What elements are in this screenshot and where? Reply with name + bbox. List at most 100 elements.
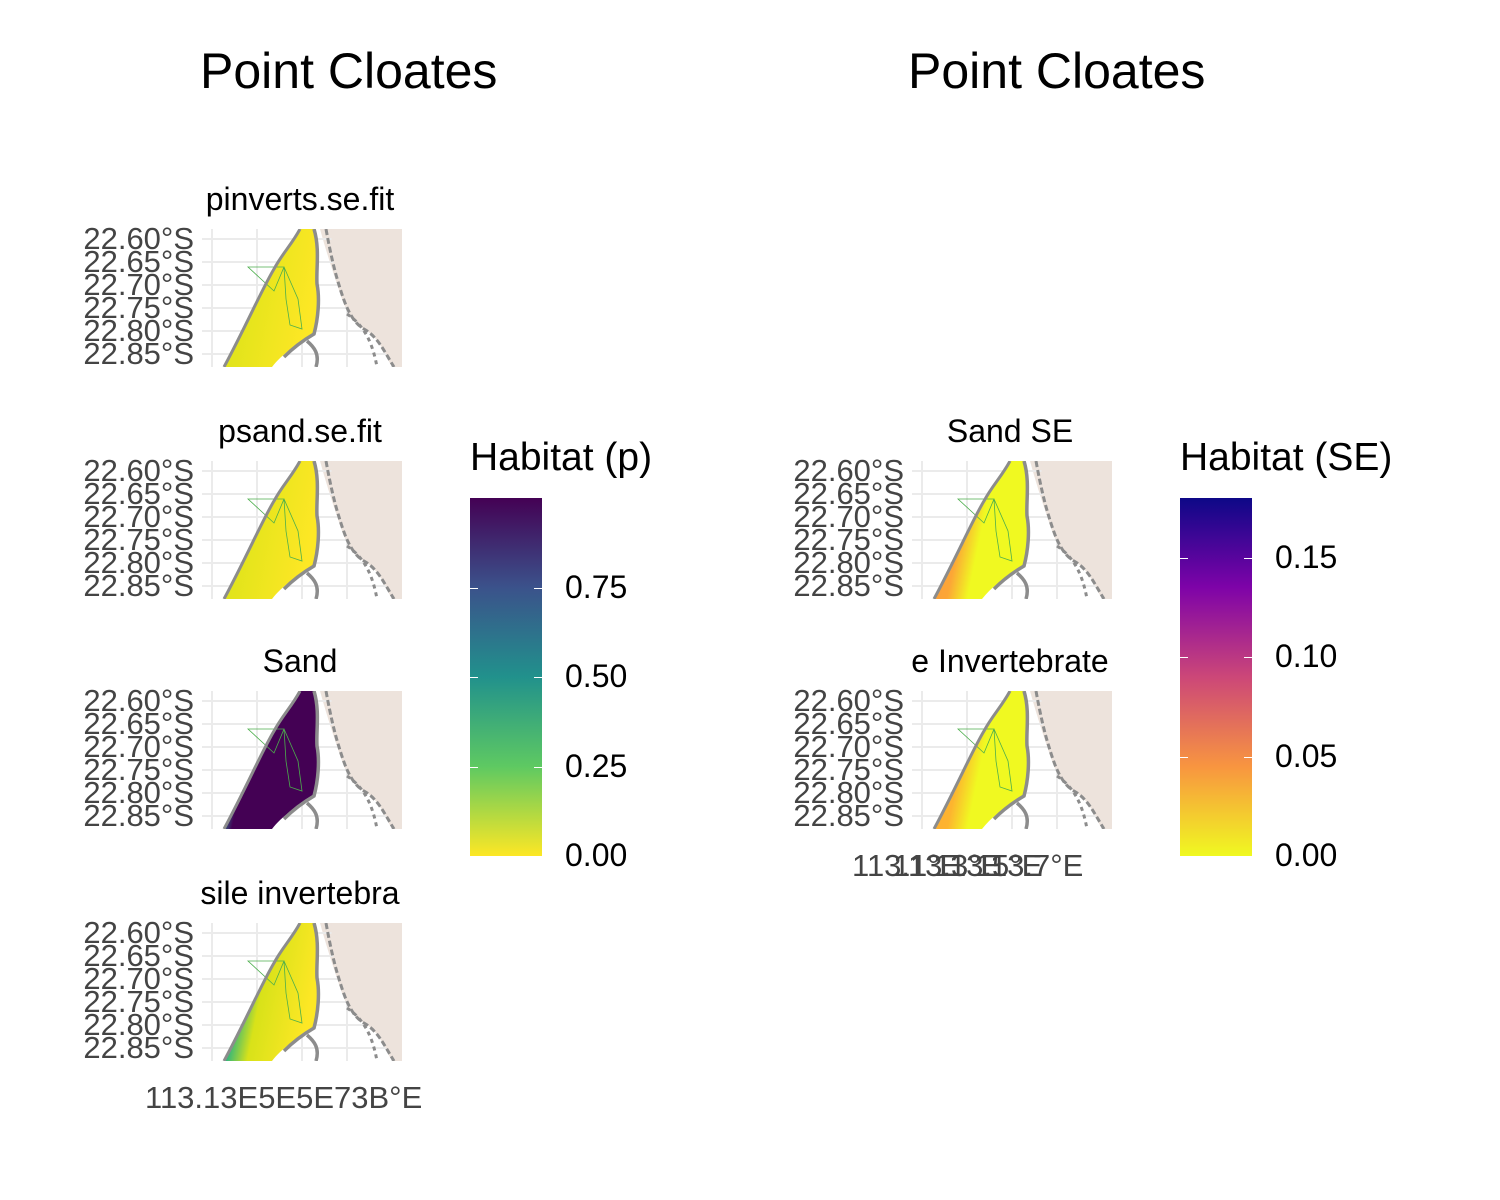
- land-area: [1041, 691, 1112, 829]
- habitat-raster: [224, 461, 319, 599]
- y-tick-label: 22.60°S: [793, 453, 904, 488]
- right-panel-0-map: [912, 461, 1112, 599]
- x-tick-label: 113.3°E: [893, 848, 1002, 883]
- y-tick-label: 22.70°S: [83, 961, 194, 996]
- mpa-boundary: [246, 960, 303, 1024]
- coastline: [282, 229, 321, 367]
- legend-tickmark: [1180, 756, 1188, 758]
- y-tick-label: 22.85°S: [793, 798, 904, 833]
- legend-tick-label: 0.25: [565, 747, 628, 784]
- legend-tick-label: 0.50: [565, 658, 628, 694]
- habitat-raster: [224, 229, 319, 367]
- y-tick-label: 22.65°S: [83, 938, 194, 973]
- y-tick-label: 22.65°S: [793, 476, 904, 511]
- legend-tickmark: [470, 766, 478, 768]
- y-tick-label: 22.75°S: [793, 522, 904, 557]
- legend-tickmark: [534, 677, 542, 678]
- y-tick-label: 22.85°S: [83, 1030, 194, 1065]
- coastline: [282, 691, 321, 829]
- contour-line: [346, 544, 379, 599]
- y-tick-label: 22.80°S: [83, 313, 194, 348]
- mpa-boundary: [956, 728, 1013, 792]
- contour-line: [346, 1006, 379, 1061]
- y-tick-label: 22.70°S: [83, 267, 194, 302]
- contour-line: [324, 461, 396, 599]
- left-panel-3-map: [202, 923, 402, 1061]
- coastline: [282, 461, 321, 599]
- y-tick-label: 22.85°S: [83, 336, 194, 371]
- y-tick-label: 22.60°S: [83, 915, 194, 950]
- legend-tickmark: [1180, 557, 1188, 559]
- legend-tick-label: 0.15: [1275, 538, 1338, 575]
- panel-strip-label: e Invertebrate: [911, 643, 1109, 679]
- coastline: [992, 691, 1031, 829]
- y-tick-label: 22.65°S: [793, 706, 904, 741]
- y-tick-label: 22.80°S: [83, 775, 194, 810]
- contour-line: [222, 923, 302, 1061]
- x-tick-label: 113.7°E: [975, 848, 1084, 883]
- y-tick-label: 22.60°S: [83, 221, 194, 256]
- y-tick-label: 22.70°S: [83, 729, 194, 764]
- right-legend-colorbar: [1180, 498, 1252, 856]
- land-area: [331, 691, 402, 829]
- panel-strip-label: sile invertebra: [200, 875, 400, 911]
- panel-strip-label: Sand SE: [946, 413, 1074, 449]
- y-tick-label: 22.60°S: [793, 683, 904, 718]
- contour-line: [1034, 461, 1106, 599]
- coastline: [992, 461, 1031, 599]
- y-tick-label: 22.80°S: [83, 1007, 194, 1042]
- contour-line: [932, 691, 1012, 829]
- land-area: [331, 229, 402, 367]
- y-tick-label: 22.65°S: [83, 476, 194, 511]
- y-tick-label: 22.60°S: [83, 683, 194, 718]
- legend-tick-label: 0.75: [565, 568, 628, 605]
- y-tick-label: 22.75°S: [83, 522, 194, 557]
- legend-tickmark: [1244, 856, 1252, 857]
- contour-line: [324, 691, 396, 829]
- x-tick-label: 113.5°E: [934, 848, 1043, 883]
- mpa-boundary: [246, 498, 303, 562]
- y-tick-label: 22.75°S: [83, 290, 194, 325]
- legend-tickmark: [1244, 657, 1252, 659]
- y-tick-label: 22.70°S: [793, 729, 904, 764]
- habitat-raster: [934, 691, 1029, 829]
- y-tick-label: 22.85°S: [793, 568, 904, 603]
- left-panel-2-map: [202, 691, 402, 829]
- legend-tick-label: 0.00: [565, 837, 628, 873]
- left-panel-1-map: [202, 461, 402, 599]
- y-tick-label: 22.80°S: [793, 545, 904, 580]
- contour-line: [1034, 691, 1106, 829]
- contour-line: [222, 691, 302, 829]
- left-x-axis-labels: 113.13E5E5E73B°E: [145, 1080, 423, 1115]
- legend-tickmark: [470, 856, 478, 857]
- y-tick-label: 22.75°S: [83, 752, 194, 787]
- left-panel-0-map: [202, 229, 402, 367]
- legend-tickmark: [1180, 856, 1188, 857]
- legend-tickmark: [1244, 756, 1252, 758]
- right-legend-title: Habitat (SE): [1180, 436, 1393, 479]
- contour-line: [222, 229, 302, 367]
- right-title: Point Cloates: [908, 43, 1206, 99]
- legend-tickmark: [534, 766, 542, 768]
- panel-strip-label: Sand: [262, 643, 338, 679]
- panel-strip-label: psand.se.fit: [218, 413, 382, 449]
- y-tick-label: 22.80°S: [793, 775, 904, 810]
- coastline: [282, 923, 321, 1061]
- legend-tickmark: [470, 677, 478, 678]
- y-tick-label: 22.75°S: [83, 984, 194, 1019]
- y-tick-label: 22.70°S: [793, 499, 904, 534]
- panel-strip-label: pinverts.se.fit: [205, 181, 395, 217]
- mpa-boundary: [246, 728, 303, 792]
- legend-tickmark: [534, 587, 542, 589]
- right-panel-1-map: [912, 691, 1112, 829]
- legend-tick-label: 0.00: [1275, 837, 1338, 873]
- mpa-boundary: [246, 266, 303, 330]
- left-legend-colorbar: [470, 498, 542, 856]
- x-tick-label: 113.1°E: [852, 848, 961, 883]
- left-legend-title: Habitat (p): [470, 436, 653, 479]
- y-tick-label: 22.65°S: [83, 244, 194, 279]
- y-tick-label: 22.85°S: [83, 568, 194, 603]
- y-tick-label: 22.65°S: [83, 706, 194, 741]
- y-tick-label: 22.75°S: [793, 752, 904, 787]
- contour-line: [1056, 774, 1089, 829]
